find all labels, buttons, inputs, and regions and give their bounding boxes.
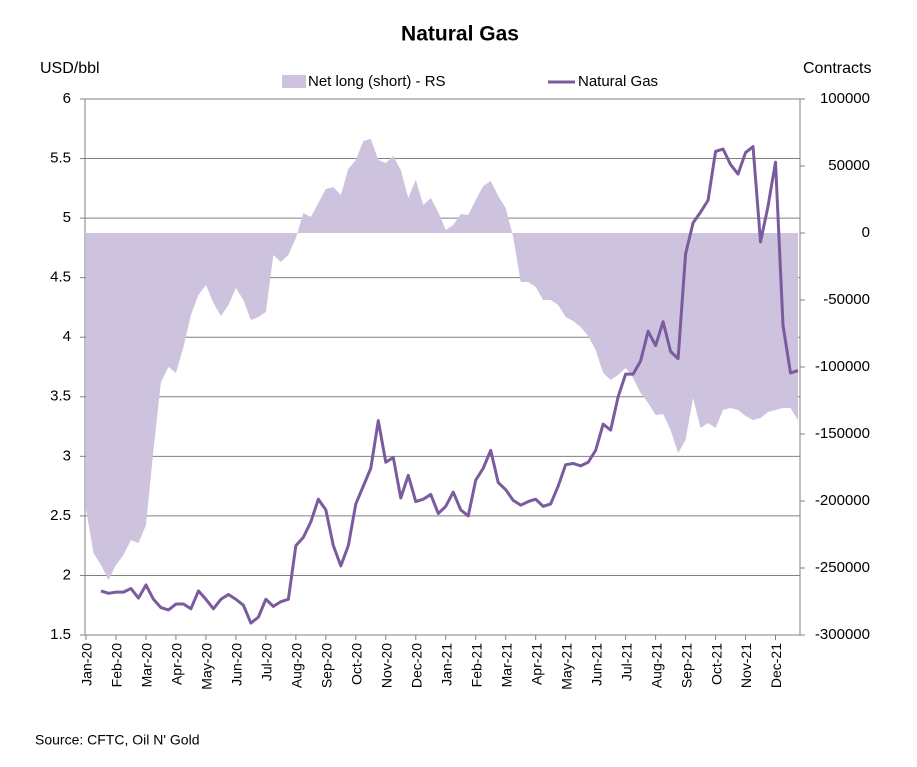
x-tick-label: May-20 [199,643,215,690]
y2-tick-label: 0 [862,224,870,241]
y2-tick-label: -150000 [815,425,870,442]
y-tick-label: 2 [63,566,71,583]
legend-swatch [282,75,306,88]
source-note: Source: CFTC, Oil N' Gold [35,732,200,748]
x-tick-label: Aug-21 [648,643,664,688]
y-tick-label: 4 [63,328,71,345]
x-tick-label: Nov-20 [378,643,394,688]
x-tick-label: Jun-21 [588,643,604,686]
plot-frame [84,98,801,636]
x-tick-label: Feb-20 [109,643,125,688]
x-tick-label: Dec-21 [768,643,784,688]
x-tick-label: Mar-20 [139,643,155,688]
x-tick-label: Jan-21 [438,643,454,686]
x-tick-label: Mar-21 [498,643,514,688]
y2-axis-title: Contracts [803,60,871,77]
y-tick-label: 3.5 [50,388,71,405]
x-tick-label: Oct-20 [349,643,365,685]
x-tick-label: Feb-21 [468,643,484,688]
area [86,138,798,581]
chart-title: Natural Gas [401,23,519,46]
x-tick-label: Jun-20 [229,643,245,686]
y-tick-label: 4.5 [50,269,71,286]
y2-tick-label: -100000 [815,358,870,375]
x-tick-label: Dec-20 [408,643,424,688]
x-tick-label: Jul-20 [259,643,275,681]
x-tick-label: Nov-21 [738,643,754,688]
y2-tick-label: 50000 [828,157,870,174]
y2-tick-label: -300000 [815,626,870,643]
y-tick-label: 2.5 [50,507,71,524]
y2-tick-label: -200000 [815,492,870,509]
line [100,145,799,625]
y-tick-label: 5.5 [50,150,71,167]
x-tick-label: Aug-20 [289,643,305,688]
x-tick-label: Apr-20 [169,643,185,685]
x-tick-label: Jan-20 [79,643,95,686]
x-tick-label: Apr-21 [528,643,544,685]
y-tick-label: 1.5 [50,626,71,643]
y-axis-title: USD/bbl [40,60,100,77]
y-tick-label: 3 [63,447,71,464]
x-tick-label: May-21 [558,643,574,690]
x-tick-label: Oct-21 [708,643,724,685]
legend-label: Natural Gas [578,73,658,90]
y2-tick-label: 100000 [820,90,870,107]
x-tick-label: Sep-20 [319,643,335,688]
y-tick-label: 6 [63,90,71,107]
y2-tick-label: -250000 [815,559,870,576]
legend-label: Net long (short) - RS [308,73,446,90]
x-tick-label: Sep-21 [678,643,694,688]
y2-tick-label: -50000 [823,291,870,308]
x-tick-label: Jul-21 [618,643,634,681]
y-tick-label: 5 [63,209,71,226]
